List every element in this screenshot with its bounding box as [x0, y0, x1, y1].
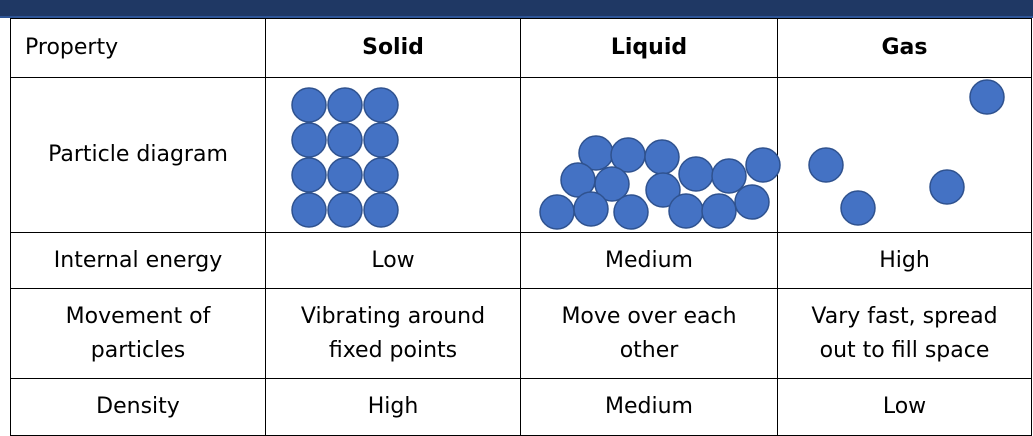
cell: High	[777, 232, 1032, 289]
cell: High	[265, 378, 521, 436]
cell	[520, 77, 778, 233]
cell	[777, 77, 1032, 233]
header-row: Property Solid Liquid Gas	[10, 18, 1032, 78]
cell: Move over each other	[520, 288, 778, 379]
header-cell: Gas	[777, 18, 1032, 78]
row: Density High Medium Low	[10, 378, 1032, 436]
cell: Low	[265, 232, 521, 289]
row: Movement of particles Vibrating around f…	[10, 288, 1032, 379]
top-bar	[0, 0, 1033, 18]
row-label: Particle diagram	[10, 77, 266, 233]
cell: Medium	[520, 378, 778, 436]
states-table: Property Solid Liquid Gas Particle diagr…	[10, 18, 1032, 436]
cell: Vary fast, spread out to fill space	[777, 288, 1032, 379]
text: Move over each other	[561, 303, 737, 363]
text: Movement of particles	[65, 303, 211, 363]
row-label: Density	[10, 378, 266, 436]
cell: Low	[777, 378, 1032, 436]
cell	[265, 77, 521, 233]
row-label: Internal energy	[10, 232, 266, 289]
cell: Medium	[520, 232, 778, 289]
text: Vary fast, spread out to fill space	[811, 303, 998, 363]
row-label: Movement of particles	[10, 288, 266, 379]
header-cell: Solid	[265, 18, 521, 78]
row: Internal energy Low Medium High	[10, 232, 1032, 289]
cell: Vibrating around fixed points	[265, 288, 521, 379]
header-cell: Property	[10, 18, 266, 78]
header-cell: Liquid	[520, 18, 778, 78]
text: Vibrating around fixed points	[300, 303, 486, 363]
row: Particle diagram	[10, 77, 1032, 233]
